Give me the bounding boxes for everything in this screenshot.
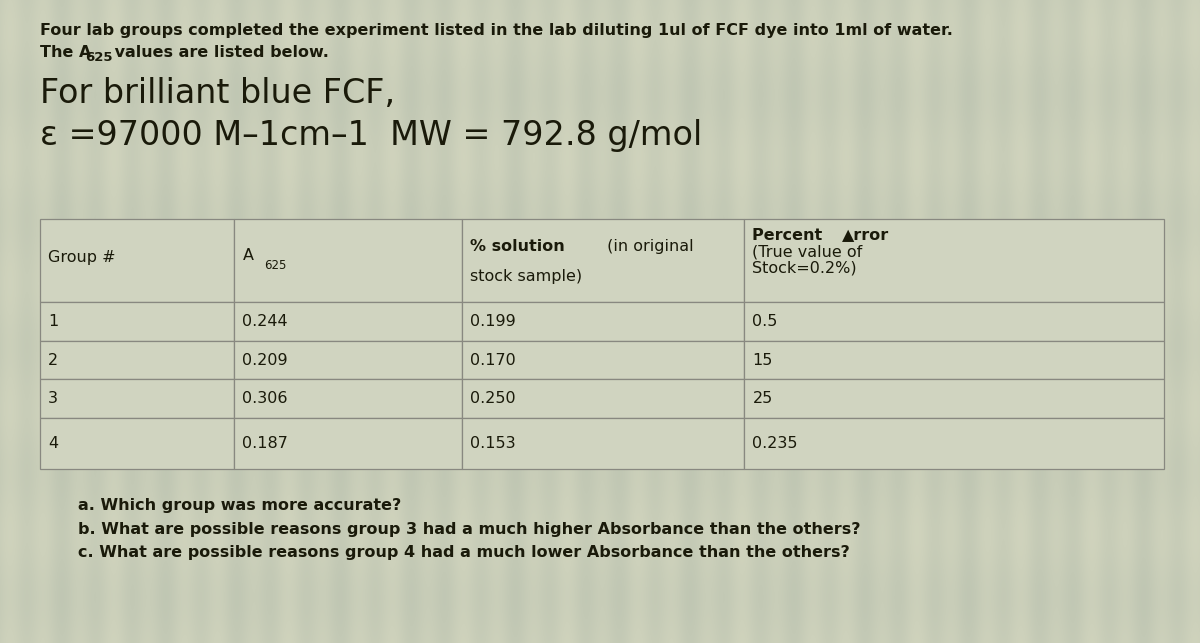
Text: c. What are possible reasons group 4 had a much lower Absorbance than the others: c. What are possible reasons group 4 had… [78, 545, 850, 560]
Text: 0.209: 0.209 [242, 352, 288, 368]
Text: 1: 1 [48, 314, 59, 329]
Text: 3: 3 [48, 391, 58, 406]
Text: 0.5: 0.5 [752, 314, 778, 329]
Text: 0.187: 0.187 [242, 436, 288, 451]
Text: stock sample): stock sample) [470, 269, 582, 284]
Text: For brilliant blue FCF,: For brilliant blue FCF, [40, 77, 395, 110]
Text: % solution: % solution [470, 239, 565, 254]
Text: 0.235: 0.235 [752, 436, 798, 451]
Text: 0.244: 0.244 [242, 314, 288, 329]
Text: Group #: Group # [48, 249, 115, 265]
Text: (in original: (in original [602, 239, 694, 254]
Text: 4: 4 [48, 436, 58, 451]
Text: The A: The A [40, 45, 91, 60]
Text: 0.153: 0.153 [470, 436, 516, 451]
Text: 0.250: 0.250 [470, 391, 516, 406]
Text: 0.199: 0.199 [470, 314, 516, 329]
Text: 15: 15 [752, 352, 773, 368]
Text: Percent: Percent [752, 228, 828, 244]
Text: A: A [242, 248, 253, 263]
Text: Four lab groups completed the experiment listed in the lab diluting 1ul of FCF d: Four lab groups completed the experiment… [40, 23, 953, 37]
Text: 2: 2 [48, 352, 58, 368]
Text: 0.170: 0.170 [470, 352, 516, 368]
Text: Stock=0.2%): Stock=0.2%) [752, 260, 857, 276]
Text: values are listed below.: values are listed below. [109, 45, 329, 60]
Text: ε =97000 M–1cm–1  MW = 792.8 g/mol: ε =97000 M–1cm–1 MW = 792.8 g/mol [40, 119, 702, 152]
Text: a. Which group was more accurate?: a. Which group was more accurate? [78, 498, 401, 513]
Text: 0.306: 0.306 [242, 391, 288, 406]
Text: (True value of: (True value of [752, 244, 863, 260]
Text: ▲rror: ▲rror [842, 228, 889, 244]
Text: 25: 25 [752, 391, 773, 406]
Text: b. What are possible reasons group 3 had a much higher Absorbance than the other: b. What are possible reasons group 3 had… [78, 522, 860, 537]
Text: 625: 625 [264, 259, 287, 272]
Text: 625: 625 [85, 51, 113, 64]
